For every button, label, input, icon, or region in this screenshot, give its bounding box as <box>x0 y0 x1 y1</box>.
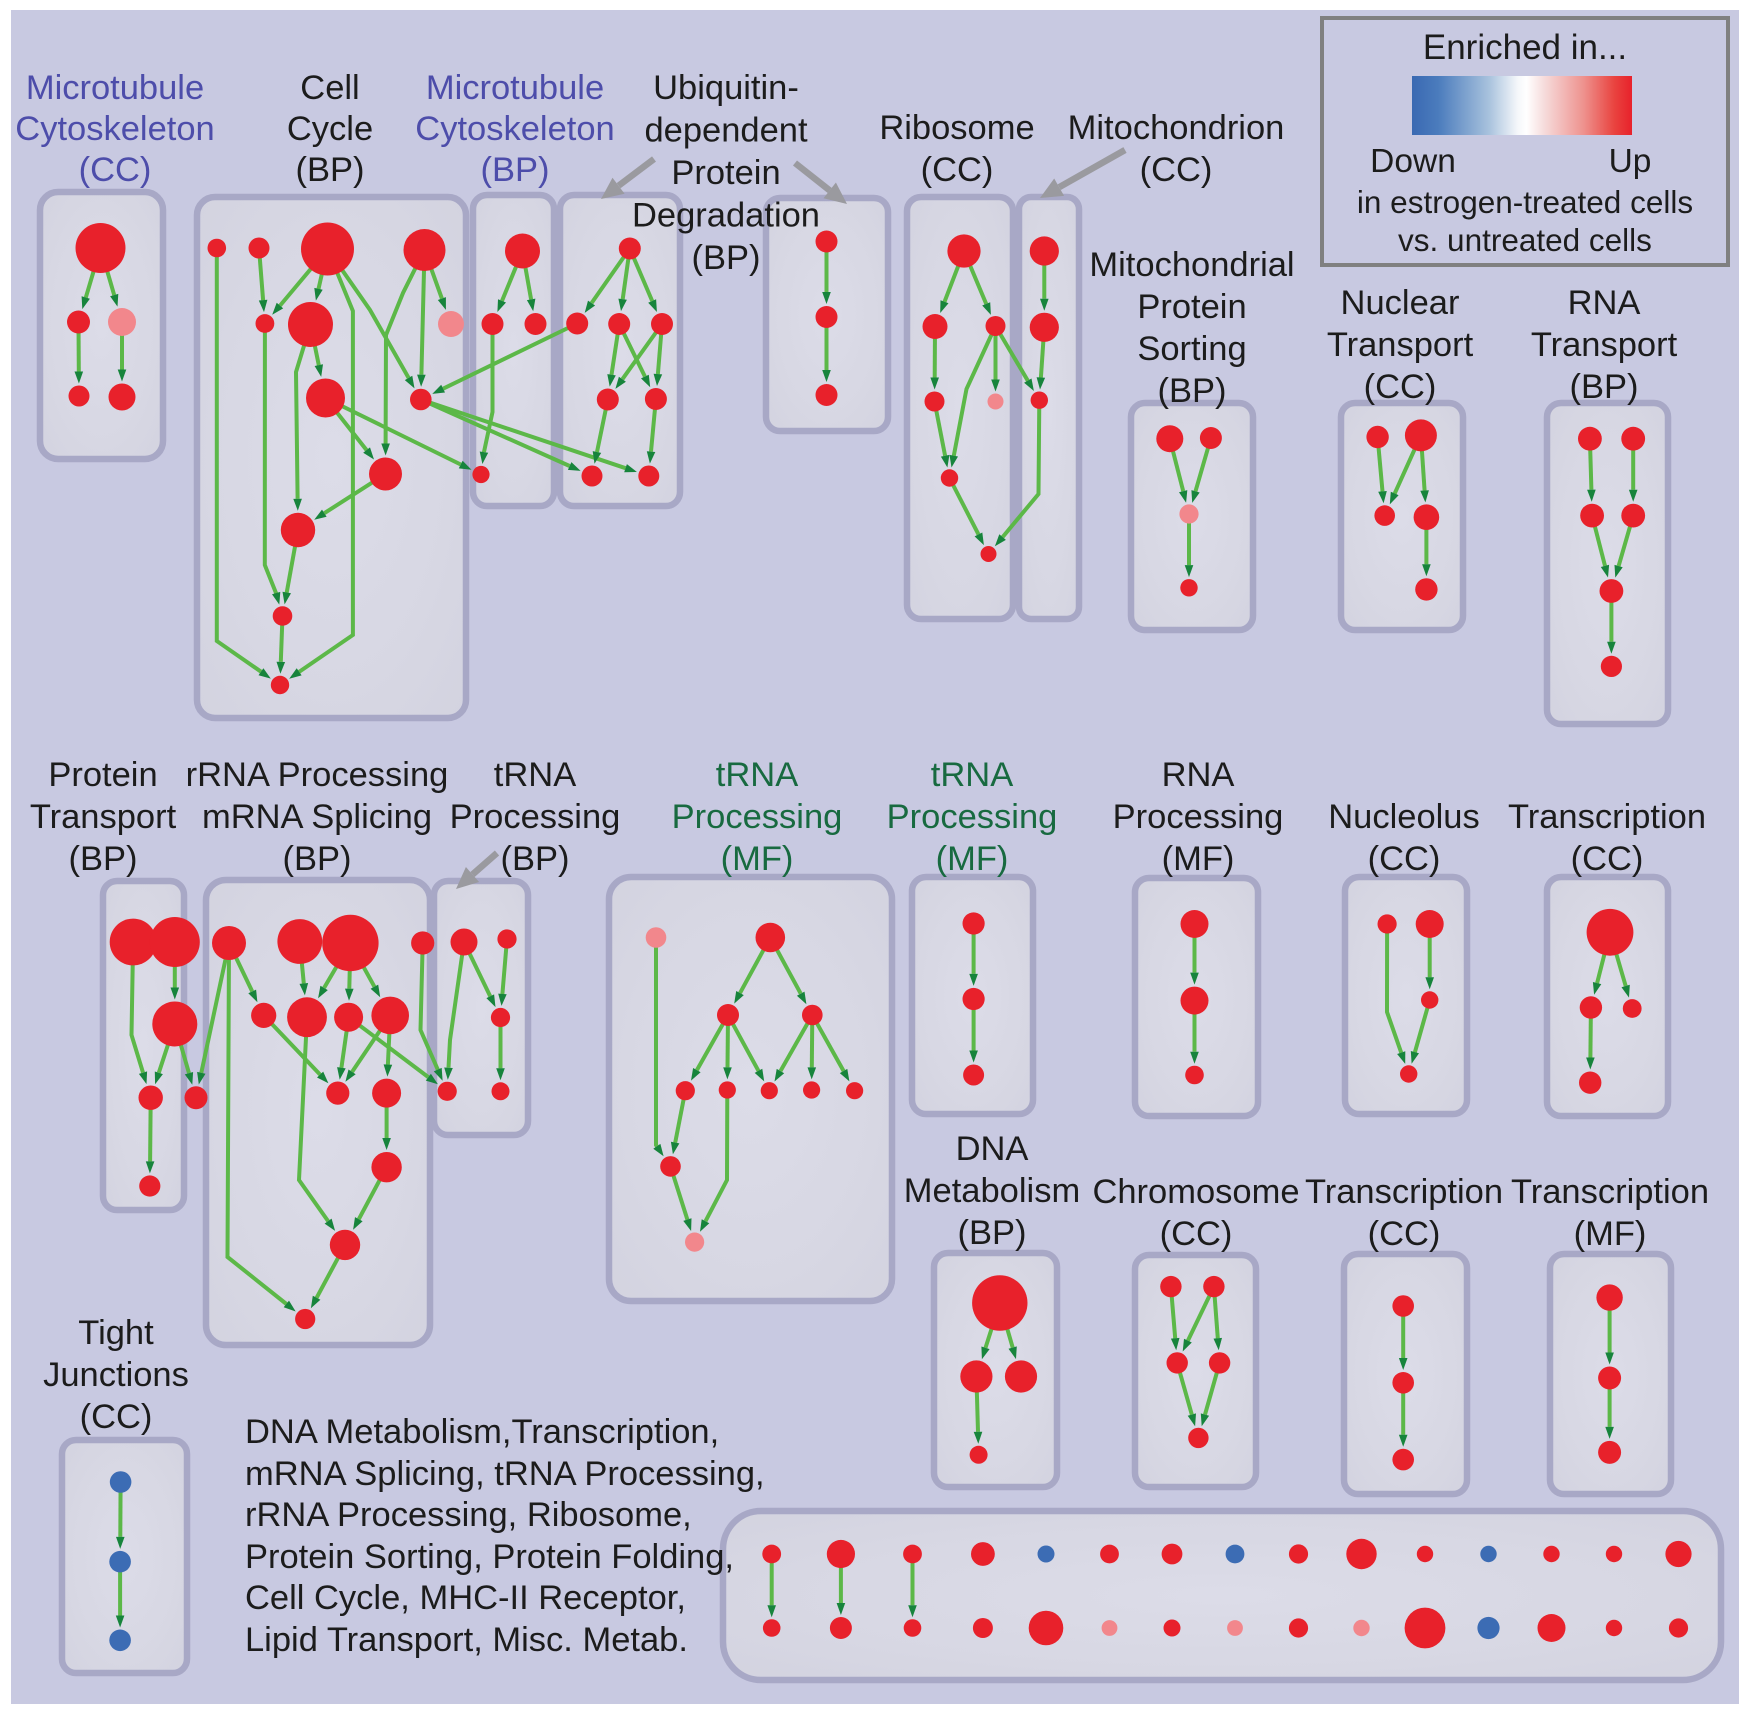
svg-text:(BP): (BP) <box>958 1214 1027 1252</box>
svg-text:Metabolism: Metabolism <box>904 1172 1080 1210</box>
svg-text:tRNA: tRNA <box>931 756 1013 794</box>
svg-text:Processing: Processing <box>887 798 1058 836</box>
svg-text:(BP): (BP) <box>283 840 352 878</box>
svg-text:Cell Cycle, MHC-II Receptor,: Cell Cycle, MHC-II Receptor, <box>245 1579 686 1617</box>
svg-text:Protein: Protein <box>1137 288 1246 326</box>
svg-text:DNA Metabolism,Transcription,: DNA Metabolism,Transcription, <box>245 1413 719 1451</box>
svg-text:(BP): (BP) <box>501 840 570 878</box>
svg-text:Ubiquitin-: Ubiquitin- <box>653 69 799 107</box>
svg-text:(BP): (BP) <box>296 151 365 189</box>
svg-text:Up: Up <box>1609 143 1652 180</box>
svg-text:(BP): (BP) <box>692 239 761 277</box>
svg-text:rRNA Processing, Ribosome,: rRNA Processing, Ribosome, <box>245 1496 692 1534</box>
svg-text:RNA: RNA <box>1162 756 1235 794</box>
svg-text:mRNA Splicing, tRNA Processing: mRNA Splicing, tRNA Processing, <box>245 1455 765 1493</box>
svg-text:(CC): (CC) <box>1160 1215 1233 1253</box>
svg-text:Transcription: Transcription <box>1305 1173 1503 1211</box>
svg-text:tRNA: tRNA <box>716 756 798 794</box>
svg-text:Chromosome: Chromosome <box>1092 1173 1299 1211</box>
svg-text:(CC): (CC) <box>1140 151 1213 189</box>
svg-text:(CC): (CC) <box>80 1398 153 1436</box>
svg-text:DNA: DNA <box>956 1130 1029 1168</box>
svg-text:(CC): (CC) <box>1571 840 1644 878</box>
svg-text:mRNA Splicing: mRNA Splicing <box>202 798 432 836</box>
svg-text:(BP): (BP) <box>481 151 550 189</box>
svg-text:Transport: Transport <box>1327 326 1474 364</box>
svg-text:Transcription: Transcription <box>1511 1173 1709 1211</box>
svg-text:(MF): (MF) <box>1574 1215 1647 1253</box>
svg-text:Transcription: Transcription <box>1508 798 1706 836</box>
svg-text:Microtubule: Microtubule <box>26 69 204 107</box>
svg-text:(CC): (CC) <box>1368 1215 1441 1253</box>
svg-text:Ribosome: Ribosome <box>879 109 1034 147</box>
svg-text:vs. untreated cells: vs. untreated cells <box>1398 222 1652 258</box>
svg-text:(CC): (CC) <box>1364 368 1437 406</box>
svg-text:Protein: Protein <box>671 154 780 192</box>
svg-text:(BP): (BP) <box>1570 368 1639 406</box>
svg-text:Cytoskeleton: Cytoskeleton <box>15 110 214 148</box>
svg-text:(CC): (CC) <box>921 151 994 189</box>
svg-text:Mitochondrion: Mitochondrion <box>1068 109 1285 147</box>
svg-text:(BP): (BP) <box>1158 372 1227 410</box>
svg-text:Mitochondrial: Mitochondrial <box>1089 246 1294 284</box>
svg-text:Sorting: Sorting <box>1137 330 1246 368</box>
svg-text:(BP): (BP) <box>69 840 138 878</box>
svg-text:RNA: RNA <box>1568 284 1641 322</box>
svg-text:dependent: dependent <box>644 112 807 150</box>
svg-text:Junctions: Junctions <box>43 1356 189 1394</box>
svg-text:Protein Sorting, Protein Foldi: Protein Sorting, Protein Folding, <box>245 1538 734 1576</box>
svg-text:Protein: Protein <box>48 756 157 794</box>
svg-text:(CC): (CC) <box>79 151 152 189</box>
svg-text:(MF): (MF) <box>1162 840 1235 878</box>
svg-text:Cycle: Cycle <box>287 110 373 148</box>
svg-text:Nuclear: Nuclear <box>1341 284 1460 322</box>
svg-text:(MF): (MF) <box>721 840 794 878</box>
svg-text:(MF): (MF) <box>936 840 1009 878</box>
svg-text:Cytoskeleton: Cytoskeleton <box>415 110 614 148</box>
svg-text:Nucleolus: Nucleolus <box>1328 798 1480 836</box>
svg-text:Processing: Processing <box>672 798 843 836</box>
svg-text:Lipid Transport, Misc. Metab.: Lipid Transport, Misc. Metab. <box>245 1621 688 1659</box>
svg-text:(CC): (CC) <box>1368 840 1441 878</box>
svg-text:in estrogen-treated cells: in estrogen-treated cells <box>1357 184 1693 220</box>
svg-text:Down: Down <box>1370 143 1456 180</box>
svg-text:Cell: Cell <box>300 69 359 107</box>
svg-text:tRNA: tRNA <box>494 756 576 794</box>
svg-text:Tight: Tight <box>78 1314 154 1352</box>
svg-text:Transport: Transport <box>30 798 177 836</box>
svg-text:Enriched in...: Enriched in... <box>1423 28 1627 67</box>
svg-text:Processing: Processing <box>1113 798 1284 836</box>
svg-text:Processing: Processing <box>450 798 621 836</box>
svg-text:Microtubule: Microtubule <box>426 69 604 107</box>
svg-text:Degradation: Degradation <box>632 197 820 235</box>
svg-text:Transport: Transport <box>1531 326 1678 364</box>
svg-text:rRNA Processing: rRNA Processing <box>186 756 449 794</box>
